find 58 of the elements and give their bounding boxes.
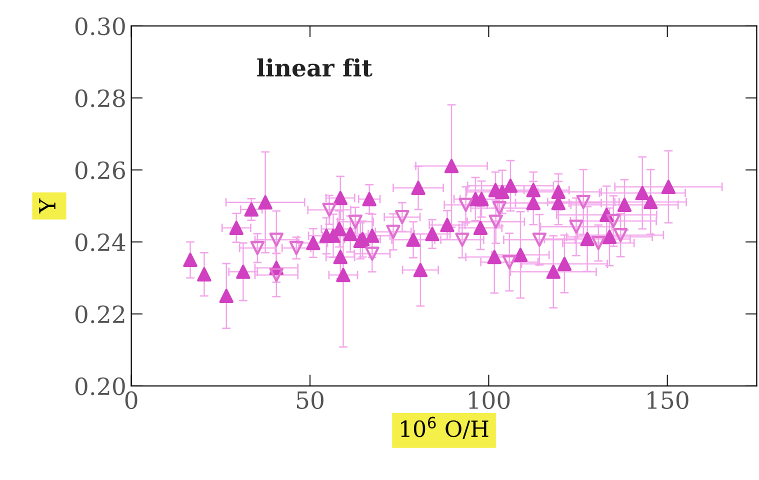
point bbox=[336, 268, 350, 282]
y-tick-label: 0.22 bbox=[75, 305, 124, 324]
x-tick-label: 100 bbox=[469, 391, 510, 410]
point bbox=[502, 254, 517, 270]
x-tick-label: 150 bbox=[648, 391, 688, 410]
point bbox=[269, 232, 284, 247]
point bbox=[503, 178, 518, 193]
point bbox=[526, 182, 540, 198]
y-tick-label: 0.20 bbox=[75, 377, 125, 396]
point bbox=[591, 236, 606, 250]
point bbox=[532, 232, 547, 247]
point bbox=[569, 220, 584, 234]
x-tick-label: 50 bbox=[296, 391, 324, 410]
point bbox=[362, 192, 376, 206]
point bbox=[411, 180, 426, 196]
point bbox=[606, 214, 621, 228]
point bbox=[557, 256, 572, 272]
point bbox=[219, 288, 234, 304]
x-tick-label: 0 bbox=[125, 391, 138, 410]
point bbox=[244, 202, 259, 217]
y-tick-label: 0.26 bbox=[75, 161, 125, 180]
point bbox=[395, 210, 410, 224]
point bbox=[444, 158, 459, 174]
point bbox=[183, 252, 198, 268]
point bbox=[643, 194, 658, 210]
point bbox=[269, 268, 284, 282]
point bbox=[258, 195, 272, 210]
point bbox=[250, 240, 265, 256]
y-tick-label: 0.28 bbox=[75, 89, 125, 108]
annotation: linear fit bbox=[257, 58, 372, 77]
point bbox=[440, 218, 454, 232]
point bbox=[661, 180, 676, 194]
point bbox=[513, 248, 528, 262]
point bbox=[306, 236, 320, 250]
point bbox=[413, 262, 428, 278]
point bbox=[333, 250, 348, 264]
point bbox=[576, 194, 591, 210]
point bbox=[487, 250, 502, 264]
point bbox=[635, 186, 650, 200]
x-axis-title: 10$^{6}$ O/H bbox=[401, 416, 488, 439]
point bbox=[197, 267, 212, 282]
y-tick-label: 0.24 bbox=[75, 233, 126, 252]
point bbox=[365, 246, 380, 261]
point bbox=[495, 184, 510, 200]
point bbox=[546, 264, 560, 279]
point bbox=[322, 202, 336, 218]
point bbox=[613, 228, 628, 242]
point bbox=[406, 232, 420, 247]
point bbox=[236, 264, 250, 279]
point bbox=[425, 226, 440, 242]
point bbox=[458, 198, 473, 212]
point bbox=[602, 230, 617, 244]
y-tick-label: 0.30 bbox=[75, 17, 125, 36]
point bbox=[229, 220, 244, 236]
point bbox=[551, 184, 566, 200]
y-axis-title: Y bbox=[39, 198, 56, 214]
point bbox=[455, 232, 470, 247]
point bbox=[333, 190, 348, 206]
